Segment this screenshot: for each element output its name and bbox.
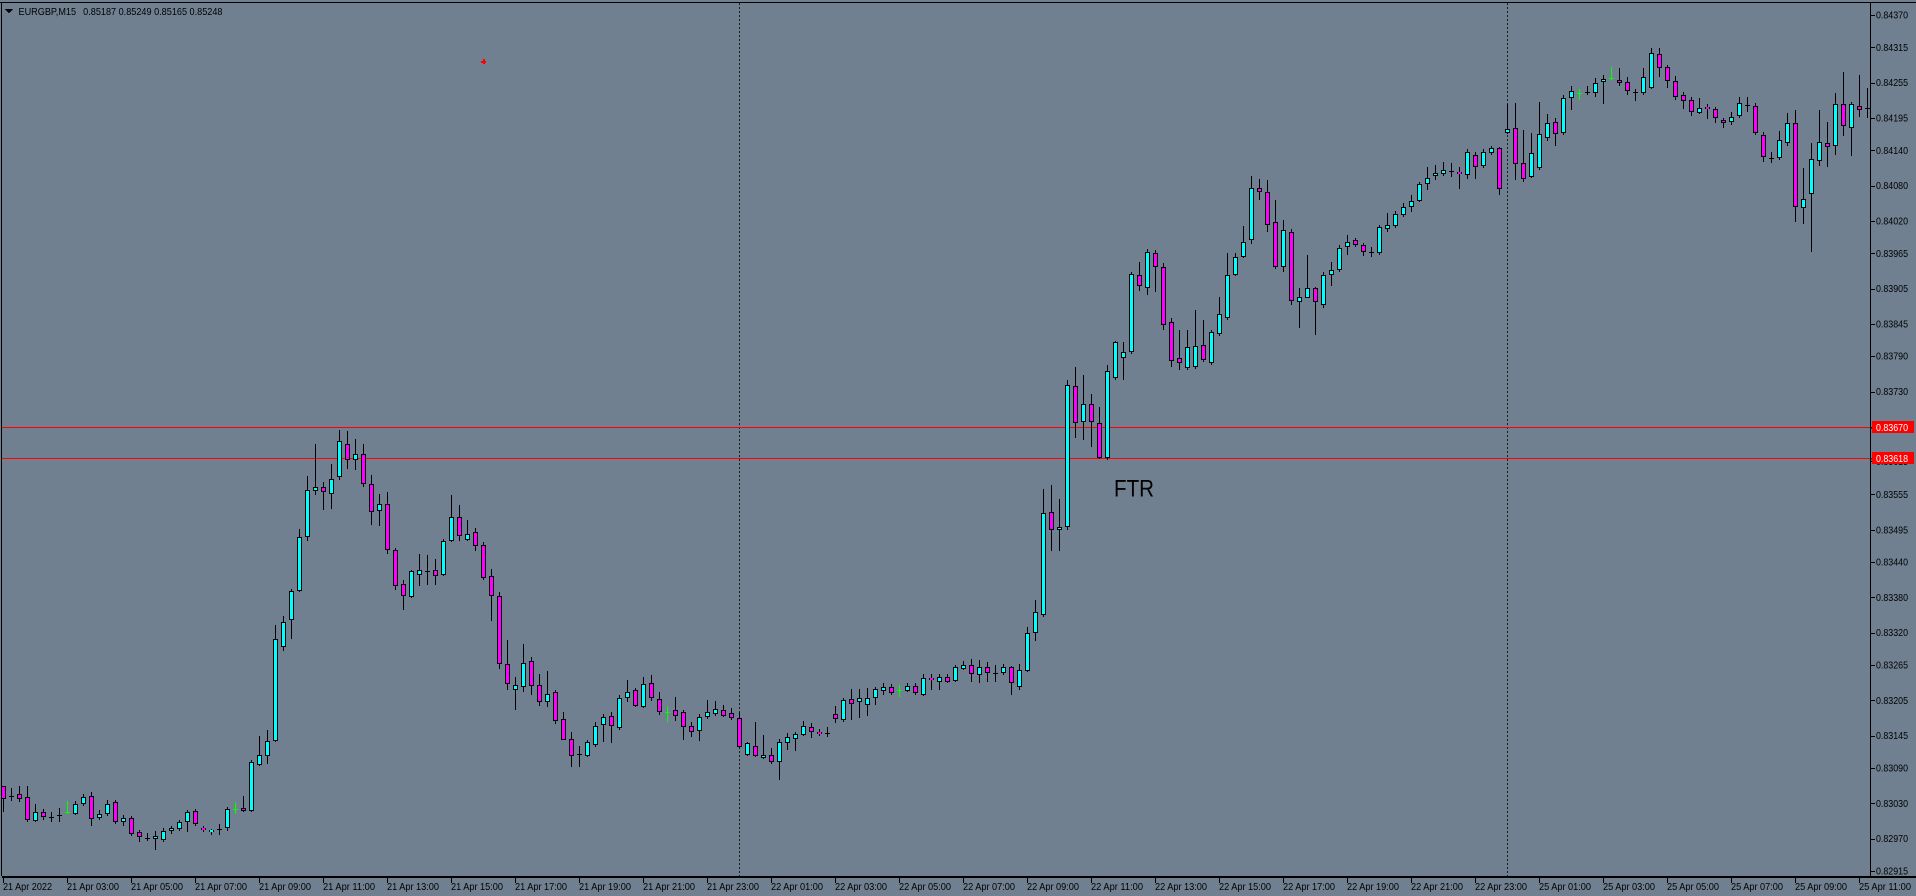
svg-text:21 Apr 15:00: 21 Apr 15:00 (451, 882, 503, 893)
svg-text:0.83790: 0.83790 (1876, 352, 1908, 363)
svg-text:0.84140: 0.84140 (1876, 146, 1908, 157)
svg-text:22 Apr 09:00: 22 Apr 09:00 (1027, 882, 1079, 893)
svg-text:25 Apr 07:00: 25 Apr 07:00 (1731, 882, 1783, 893)
svg-text:FTR: FTR (1114, 476, 1154, 503)
svg-text:0.83618: 0.83618 (1876, 454, 1908, 465)
svg-text:25 Apr 03:00: 25 Apr 03:00 (1603, 882, 1655, 893)
svg-text:0.82970: 0.82970 (1876, 834, 1908, 845)
svg-text:22 Apr 15:00: 22 Apr 15:00 (1219, 882, 1271, 893)
svg-text:0.83965: 0.83965 (1876, 249, 1908, 260)
svg-text:21 Apr 09:00: 21 Apr 09:00 (259, 882, 311, 893)
svg-text:21 Apr 19:00: 21 Apr 19:00 (579, 882, 631, 893)
svg-text:0.83145: 0.83145 (1876, 731, 1908, 742)
svg-text:0.84255: 0.84255 (1876, 78, 1908, 89)
svg-text:0.83440: 0.83440 (1876, 558, 1908, 569)
svg-text:0.84080: 0.84080 (1876, 181, 1908, 192)
svg-text:0.83205: 0.83205 (1876, 696, 1908, 707)
svg-text:22 Apr 01:00: 22 Apr 01:00 (771, 882, 823, 893)
svg-text:21 Apr 17:00: 21 Apr 17:00 (515, 882, 567, 893)
svg-text:0.83905: 0.83905 (1876, 284, 1908, 295)
svg-text:0.83030: 0.83030 (1876, 799, 1908, 810)
svg-text:21 Apr 23:00: 21 Apr 23:00 (707, 882, 759, 893)
svg-text:22 Apr 07:00: 22 Apr 07:00 (963, 882, 1015, 893)
svg-text:0.84315: 0.84315 (1876, 43, 1908, 54)
svg-text:22 Apr 13:00: 22 Apr 13:00 (1155, 882, 1207, 893)
svg-text:0.83380: 0.83380 (1876, 593, 1908, 604)
svg-text:22 Apr 17:00: 22 Apr 17:00 (1283, 882, 1335, 893)
svg-text:0.83090: 0.83090 (1876, 764, 1908, 775)
svg-text:25 Apr 05:00: 25 Apr 05:00 (1667, 882, 1719, 893)
svg-text:22 Apr 05:00: 22 Apr 05:00 (899, 882, 951, 893)
svg-text:25 Apr 09:00: 25 Apr 09:00 (1795, 882, 1847, 893)
svg-text:25 Apr 01:00: 25 Apr 01:00 (1539, 882, 1591, 893)
svg-text:25 Apr 11:00: 25 Apr 11:00 (1859, 882, 1911, 893)
svg-text:0.83265: 0.83265 (1876, 661, 1908, 672)
svg-text:22 Apr 11:00: 22 Apr 11:00 (1091, 882, 1143, 893)
svg-text:0.84195: 0.84195 (1876, 114, 1908, 125)
svg-text:0.82915: 0.82915 (1876, 867, 1908, 878)
svg-text:0.83555: 0.83555 (1876, 490, 1908, 501)
svg-text:0.83670: 0.83670 (1876, 423, 1908, 434)
svg-text:0.83495: 0.83495 (1876, 525, 1908, 536)
svg-text:21 Apr 03:00: 21 Apr 03:00 (67, 882, 119, 893)
svg-text:22 Apr 21:00: 22 Apr 21:00 (1411, 882, 1463, 893)
svg-text:22 Apr 23:00: 22 Apr 23:00 (1475, 882, 1527, 893)
svg-text:0.84370: 0.84370 (1876, 11, 1908, 22)
svg-text:22 Apr 19:00: 22 Apr 19:00 (1347, 882, 1399, 893)
svg-text:0.83730: 0.83730 (1876, 387, 1908, 398)
svg-text:21 Apr 21:00: 21 Apr 21:00 (643, 882, 695, 893)
svg-text:21 Apr 11:00: 21 Apr 11:00 (323, 882, 375, 893)
svg-text:21 Apr 05:00: 21 Apr 05:00 (131, 882, 183, 893)
svg-text:21 Apr 2022: 21 Apr 2022 (3, 882, 52, 893)
svg-text:0.84020: 0.84020 (1876, 216, 1908, 227)
svg-text:EURGBP,M15 0.85187 0.85249 0.: EURGBP,M15 0.85187 0.85249 0.85165 0.852… (19, 6, 223, 18)
svg-text:21 Apr 07:00: 21 Apr 07:00 (195, 882, 247, 893)
svg-text:22 Apr 03:00: 22 Apr 03:00 (835, 882, 887, 893)
svg-text:0.83845: 0.83845 (1876, 319, 1908, 330)
svg-text:0.83320: 0.83320 (1876, 628, 1908, 639)
svg-text:21 Apr 13:00: 21 Apr 13:00 (387, 882, 439, 893)
